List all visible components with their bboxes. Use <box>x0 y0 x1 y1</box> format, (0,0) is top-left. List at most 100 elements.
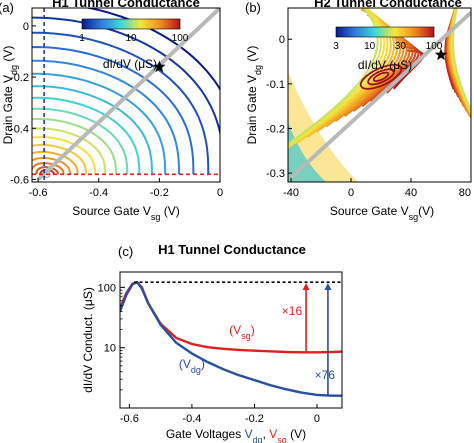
panel-c-y-tick-label: 100 <box>98 282 116 294</box>
panel-a-contour <box>32 31 210 175</box>
panel-a-x-label-sub: sg <box>151 212 161 222</box>
panel-b-x-ticks: -40 0 40 80 <box>283 178 472 199</box>
panel-b-contour <box>297 8 392 144</box>
panel-a-colorbar-tick-label: 100 <box>172 33 189 44</box>
panel-c-x-tick-label: -0.6 <box>120 413 139 425</box>
panel-c-y-label: dI/dV Conduct. (μS) <box>81 287 95 393</box>
panel-b-x-label-sub: sg <box>409 212 419 222</box>
panel-b-y-label-sub: dg <box>253 65 263 75</box>
panel-a-title: H1 Tunnel Conductance <box>52 0 200 10</box>
panel-c-label: (c) <box>118 244 133 259</box>
panel-c-x-tick-label: -0.4 <box>182 413 201 425</box>
panel-b-y-tick-label: 0 <box>279 34 285 46</box>
panel-a-y-label-sub: dg <box>9 65 19 75</box>
panel-b-title: H2 Tunnel Conductance <box>314 0 462 10</box>
panel-b-fill-region <box>288 72 358 182</box>
panel-a-y-label-text: Drain Gate V <box>1 75 15 144</box>
panel-b-colorbar-tick-label: 3 <box>333 41 339 52</box>
panel-a-colorbar: 1 10 100 dI/dV (μS) <box>79 18 189 71</box>
panel-c-plot-area <box>120 272 342 408</box>
panel-b-x-label-text: Source Gate V <box>330 204 409 218</box>
panel-b-contour <box>367 68 395 86</box>
panel-b-frame <box>287 7 472 183</box>
panel-a-contour <box>32 16 220 138</box>
panel-a-diagonal-line <box>36 8 220 181</box>
panel-a-x-tick-label: -0.4 <box>89 187 108 199</box>
panel-a-x-tick-label: 0 <box>217 187 223 199</box>
panel-b-fill-region <box>288 122 326 182</box>
panel-b-colorbar-tick-label: 10 <box>364 41 376 52</box>
panel-c-annotation-x16: ×16 <box>282 304 303 318</box>
panel-b-contour <box>288 8 386 148</box>
panel-c-lines <box>120 280 342 397</box>
panel-b-x-label-unit: (V) <box>418 204 434 218</box>
panel-c-annotations: ×16 ×76 (Vsg) (Vdg) <box>134 281 342 396</box>
panel-a-y-tick-label: 0 <box>23 21 29 33</box>
panel-a-contour <box>32 96 141 175</box>
panel-b-contour <box>288 8 389 149</box>
panel-c-x-label: Gate Voltages Vdg, Vsg (V) <box>166 427 306 443</box>
panel-a-contour <box>35 166 59 175</box>
panel-b-y-tick-label: -0.1 <box>266 79 285 91</box>
panel-b-x-tick-label: -40 <box>283 187 299 199</box>
panel-b-colorbar-ticks: 3 10 30 100 <box>333 41 443 52</box>
panel-c-x-label-text: Gate Voltages <box>166 427 241 441</box>
panel-a-contour <box>32 85 153 175</box>
panel-b-x-tick-label: 40 <box>405 187 417 199</box>
panel-c-y-tick-label: 10 <box>104 343 116 355</box>
panel-c-x-ticks: -0.6 -0.4 -0.2 0 <box>120 404 320 425</box>
panel-c-x-tick-label: 0 <box>314 413 320 425</box>
panel-c-arrow-head <box>324 283 332 291</box>
panel-c-frame <box>119 271 343 409</box>
panel-a-colorbar-bar <box>81 18 181 30</box>
panel-a-frame <box>31 7 221 183</box>
panel-b-x-label: Source Gate Vsg(V) <box>330 204 434 222</box>
panel-a-contour <box>32 127 107 175</box>
panel-c-title: H1 Tunnel Conductance <box>158 242 306 257</box>
panel-b-x-tick-label: 80 <box>459 187 471 199</box>
panel-a-contour <box>32 107 129 175</box>
panel-b-x-tick-label: 0 <box>348 187 354 199</box>
panel-b-star-marker <box>434 48 448 61</box>
panel-a-contour <box>32 72 167 175</box>
panel-b-colorbar: 3 10 30 100 dI/dV (μS) <box>333 26 443 72</box>
panel-a-x-ticks: -0.6 -0.4 -0.2 0 <box>29 178 223 199</box>
panel-c-x-label-sep: , <box>263 427 266 441</box>
panel-a-star-marker <box>153 60 166 73</box>
panel-b-y-label: Drain Gate Vdg (V) <box>245 46 263 145</box>
panel-a: (a) H1 Tunnel Conductance 1 10 100 dI/dV (… <box>0 0 223 222</box>
panel-a-x-tick-label: -0.2 <box>150 187 169 199</box>
panel-c-x-label-v1-sub: dg <box>253 435 263 443</box>
panel-c-x-label-v1: V <box>245 427 253 441</box>
panel-c-x-label-unit: (V) <box>290 427 306 441</box>
panel-a-contour <box>32 150 79 175</box>
panel-a-x-label-text: Source Gate V <box>72 204 151 218</box>
panel-b-y-tick-label: -0.3 <box>266 168 285 180</box>
panel-c-series-label-vdg: (Vdg) <box>179 357 205 375</box>
panel-b-colorbar-tick-label: 30 <box>395 41 407 52</box>
panel-b-colorbar-tick-label: 100 <box>426 41 443 52</box>
panel-a-colorbar-ticks: 1 10 100 <box>79 33 189 44</box>
panel-b-y-tick-label: -0.2 <box>266 123 285 135</box>
panel-a-y-tick-label: -0.2 <box>10 72 29 84</box>
panel-a-contour <box>32 136 97 175</box>
panel-a-overlays <box>32 8 220 182</box>
panel-b-label: (b) <box>245 0 261 15</box>
panel-b-y-label-text: Drain Gate V <box>245 75 259 144</box>
panel-a-contour <box>32 143 87 175</box>
panel-a-contour <box>32 118 117 175</box>
panel-a-colorbar-label: dI/dV (μS) <box>103 57 157 71</box>
panel-a-y-tick-label: -0.4 <box>10 123 29 135</box>
panel-a-y-label-unit: (V) <box>1 46 15 65</box>
panel-a-contours <box>32 8 220 178</box>
panel-b-contours <box>288 8 471 182</box>
panel-b-y-label-unit: (V) <box>245 46 259 65</box>
panel-a-contour <box>32 59 181 175</box>
panel-b-diagonal-line <box>289 10 471 180</box>
panel-a-x-tick-label: -0.6 <box>29 187 48 199</box>
panel-a-y-ticks: -0.6 -0.4 -0.2 0 <box>10 21 36 186</box>
panel-b-contour <box>452 8 471 113</box>
panel-c-arrow-head <box>302 283 310 291</box>
panel-c-x-label-v2-sub: sg <box>277 435 287 443</box>
